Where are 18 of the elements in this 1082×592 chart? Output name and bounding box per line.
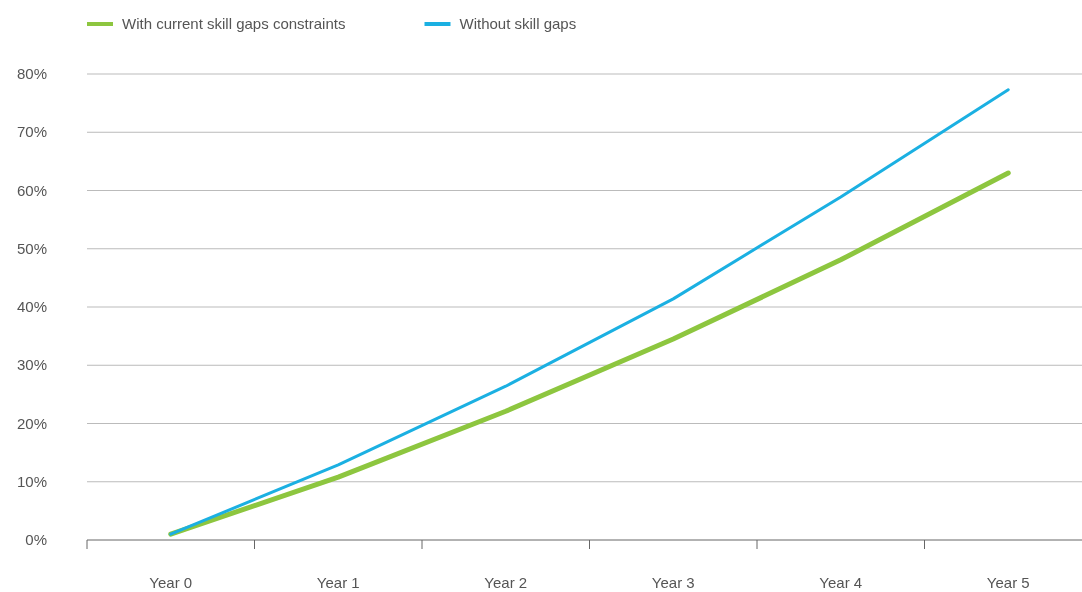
x-tick-label: Year 1 <box>316 574 360 591</box>
legend-label: With current skill gaps constraints <box>122 15 346 32</box>
y-tick-label: 30% <box>16 356 47 374</box>
x-tick-label: Year 2 <box>484 574 528 591</box>
y-tick-label: 50% <box>16 239 47 257</box>
y-tick-label: 0% <box>25 531 47 548</box>
legend-label: Without skill gaps <box>459 15 577 32</box>
x-tick-label: Year 4 <box>819 574 863 591</box>
y-tick-label: 60% <box>16 181 47 199</box>
x-tick-label: Year 0 <box>149 574 193 591</box>
x-tick-label: Year 3 <box>651 574 695 591</box>
y-tick-label: 70% <box>16 123 47 141</box>
y-tick-label: 40% <box>16 298 47 315</box>
y-tick-label: 10% <box>16 472 47 490</box>
y-tick-label: 20% <box>16 414 47 432</box>
y-tick-label: 80% <box>16 65 47 82</box>
x-tick-label: Year 5 <box>986 574 1030 591</box>
line-series <box>169 88 1010 536</box>
